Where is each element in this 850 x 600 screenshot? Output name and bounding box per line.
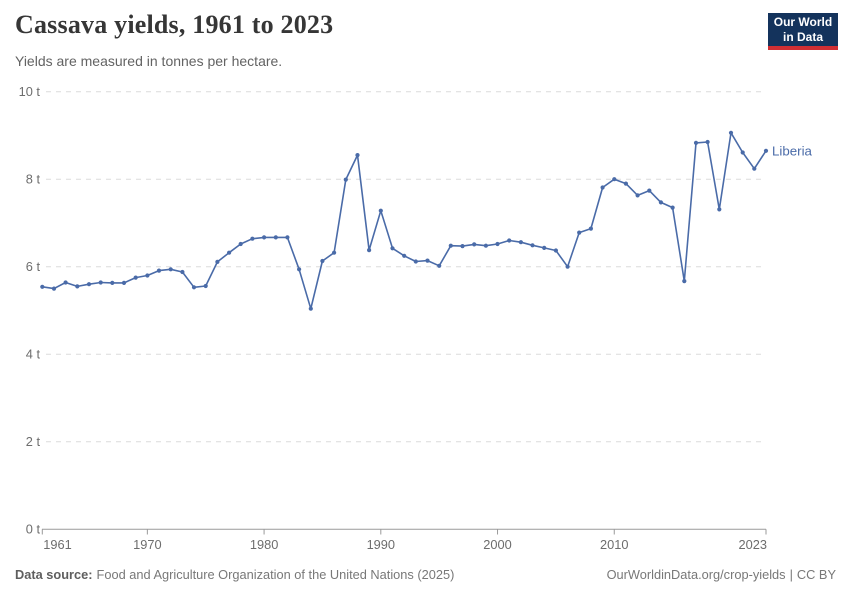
axis-labels-group: 0 t 2 t 4 t 6 t 8 t 10 t 1961 1970 1980 1990 2000 2… <box>19 84 813 552</box>
data-point <box>262 235 267 240</box>
data-point <box>227 250 232 255</box>
data-point <box>483 243 488 248</box>
axis-group <box>41 528 767 535</box>
data-point <box>156 268 162 273</box>
data-point <box>355 153 360 158</box>
data-point <box>273 235 278 240</box>
series-group <box>40 130 769 311</box>
data-point <box>320 258 325 264</box>
data-point <box>51 286 57 291</box>
data-point <box>110 280 115 285</box>
data-point <box>588 226 594 231</box>
owid-logo[interactable]: Our World in Data <box>768 13 838 50</box>
data-point <box>670 205 675 210</box>
data-point <box>180 269 185 275</box>
data-point <box>740 150 745 155</box>
data-point <box>495 241 500 247</box>
data-source-text: Food and Agriculture Organization of the… <box>96 567 455 582</box>
x-tick-label: 2010 <box>600 537 628 552</box>
owid-logo-line1: Our World <box>773 14 833 29</box>
data-point <box>448 243 453 248</box>
data-point <box>63 280 68 285</box>
data-point <box>542 245 547 250</box>
gridlines-group <box>46 91 766 443</box>
data-point <box>332 250 337 255</box>
data-point <box>518 240 524 245</box>
data-point <box>133 275 138 280</box>
data-point <box>437 263 442 268</box>
data-point <box>98 280 103 285</box>
footer-credits: OurWorldinData.org/crop-yields | CC BY <box>607 567 836 582</box>
y-tick-label: 2 t <box>26 434 41 449</box>
data-point <box>367 248 372 253</box>
data-point <box>553 248 559 253</box>
x-tick-label: 1970 <box>133 537 161 552</box>
x-tick-label: 2023 <box>739 537 767 552</box>
data-point <box>343 177 348 182</box>
data-point <box>705 139 710 145</box>
chart-footer: Data source: Food and Agriculture Organi… <box>15 567 836 582</box>
data-point <box>565 264 570 269</box>
x-tick-label: 1980 <box>250 537 278 552</box>
data-point <box>378 208 383 213</box>
data-point <box>658 200 664 205</box>
x-tick-label: 1990 <box>367 537 395 552</box>
y-tick-label: 4 t <box>26 347 41 362</box>
data-point <box>121 280 127 285</box>
data-point <box>238 241 243 247</box>
data-point <box>145 273 150 278</box>
data-point <box>472 242 477 247</box>
data-point <box>285 235 290 240</box>
data-point <box>308 306 313 311</box>
data-point <box>717 207 722 212</box>
data-point <box>752 166 757 171</box>
owid-url-link[interactable]: OurWorldinData.org/crop-yields <box>606 567 786 582</box>
data-source-label: Data source: <box>15 567 93 582</box>
chart-subtitle: Yields are measured in tonnes per hectar… <box>15 53 283 69</box>
data-point <box>297 267 302 272</box>
data-line <box>41 132 767 310</box>
x-tick-label: 1961 <box>43 537 71 552</box>
y-tick-label: 6 t <box>26 259 41 274</box>
data-point <box>425 258 430 263</box>
data-point <box>612 177 617 182</box>
x-tick-label: 2000 <box>483 537 511 552</box>
y-tick-label: 10 t <box>19 84 41 99</box>
data-point <box>203 283 208 289</box>
data-point <box>390 246 395 251</box>
series-label: Liberia <box>772 143 813 158</box>
data-point <box>623 181 629 186</box>
data-point <box>647 188 652 193</box>
data-source: Data source: Food and Agriculture Organi… <box>15 567 454 582</box>
license-label: CC BY <box>796 567 836 582</box>
data-point <box>728 130 734 135</box>
data-point <box>635 193 640 198</box>
data-point <box>215 259 220 264</box>
data-point <box>40 284 45 289</box>
data-point <box>507 238 512 243</box>
data-point <box>693 140 699 145</box>
y-tick-label: 0 t <box>26 522 41 537</box>
data-point <box>75 284 80 289</box>
y-tick-label: 8 t <box>26 172 41 187</box>
data-point <box>460 244 465 249</box>
data-point <box>413 259 418 264</box>
data-point <box>763 148 769 153</box>
data-point <box>86 282 92 287</box>
data-point <box>402 253 407 258</box>
data-point <box>600 185 605 190</box>
data-point <box>168 267 173 272</box>
data-point <box>682 279 687 284</box>
footer-separator: | <box>789 567 793 582</box>
page-title: Cassava yields, 1961 to 2023 <box>15 10 334 39</box>
data-point <box>250 236 255 241</box>
data-point <box>530 243 535 248</box>
owid-logo-line2: in Data <box>782 29 823 44</box>
data-point <box>577 230 582 235</box>
data-point <box>191 285 197 290</box>
